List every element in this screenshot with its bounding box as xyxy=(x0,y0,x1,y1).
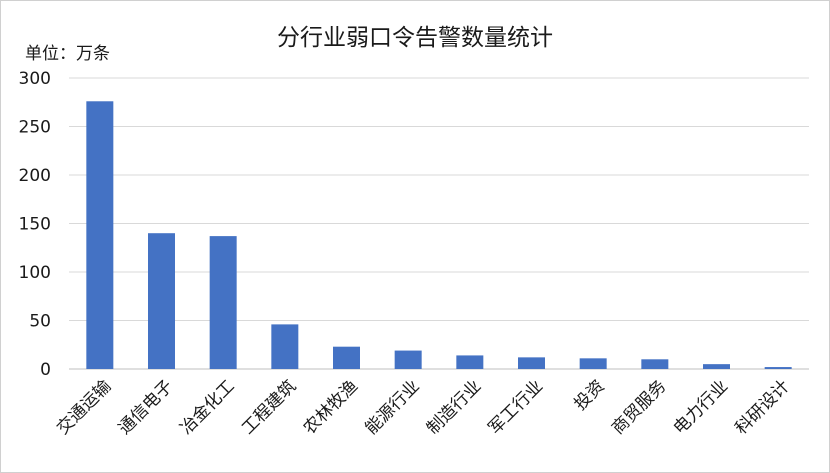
x-category-label: 科研设计 xyxy=(731,376,793,438)
bar xyxy=(764,367,792,369)
bar xyxy=(641,359,669,369)
bar xyxy=(518,357,545,369)
bar xyxy=(333,346,360,369)
x-category-label: 投资 xyxy=(571,376,609,414)
y-tick-label: 0 xyxy=(40,360,51,380)
x-category-label: 农林牧渔 xyxy=(300,376,362,438)
x-category-label: 工程建筑 xyxy=(238,376,300,438)
chart-title: 分行业弱口令告警数量统计 xyxy=(277,25,553,51)
bars xyxy=(86,101,792,369)
unit-label: 单位：万条 xyxy=(25,44,110,64)
y-tick-label: 200 xyxy=(19,166,51,186)
y-axis-ticks: 0 50 100 150 200 250 300 xyxy=(19,69,51,380)
x-category-label: 冶金化工 xyxy=(176,376,238,438)
y-tick-label: 50 xyxy=(29,312,51,332)
bar xyxy=(579,358,607,369)
bar xyxy=(271,324,299,369)
bar xyxy=(394,350,422,369)
x-category-label: 交通运输 xyxy=(53,376,115,438)
bar xyxy=(148,233,175,369)
y-tick-label: 150 xyxy=(19,215,51,235)
x-category-label: 能源行业 xyxy=(361,376,423,438)
y-tick-label: 300 xyxy=(19,69,51,89)
bar xyxy=(456,355,484,369)
x-category-label: 通信电子 xyxy=(115,376,177,438)
x-category-label: 制造行业 xyxy=(423,376,485,438)
x-axis-categories: 交通运输 通信电子 冶金化工 工程建筑 农林牧渔 能源行业 制造行业 军工行业 投资 商贸服务 电力… xyxy=(53,376,794,438)
x-category-label: 商贸服务 xyxy=(608,376,670,438)
x-category-label: 军工行业 xyxy=(485,376,547,438)
y-tick-label: 250 xyxy=(19,118,51,138)
gridlines xyxy=(69,77,809,370)
bar xyxy=(703,364,730,369)
bar xyxy=(209,236,237,369)
x-category-label: 电力行业 xyxy=(670,376,732,438)
y-tick-label: 100 xyxy=(19,263,51,283)
bar xyxy=(86,101,114,369)
